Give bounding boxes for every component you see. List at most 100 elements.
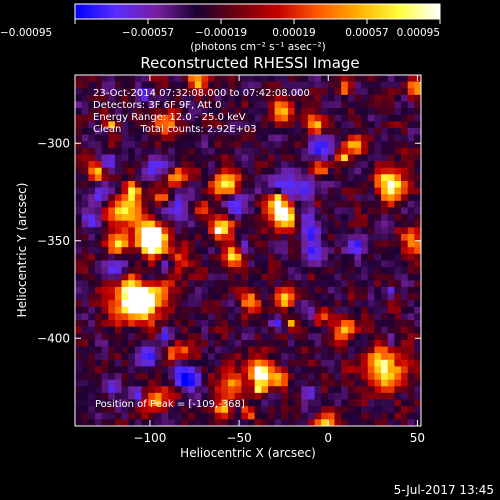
heatmap-cell [154, 273, 162, 281]
heatmap-cell [341, 127, 349, 135]
heatmap-cell [181, 88, 189, 96]
heatmap-cell [201, 101, 209, 109]
heatmap-cell [334, 359, 342, 367]
heatmap-cell [174, 114, 182, 122]
heatmap-cell [194, 339, 202, 347]
heatmap-cell [301, 194, 309, 202]
heatmap-cell [101, 392, 109, 400]
heatmap-cell [88, 154, 96, 162]
heatmap-cell [407, 200, 415, 208]
heatmap-cell [148, 286, 156, 294]
heatmap-cell [148, 180, 156, 188]
heatmap-cell [354, 121, 362, 129]
heatmap-cell [294, 253, 302, 261]
heatmap-cell [94, 108, 103, 116]
heatmap-cell [307, 121, 315, 129]
heatmap-cell [108, 81, 116, 89]
heatmap-cell [407, 379, 415, 387]
heatmap-cell [194, 293, 202, 301]
heatmap-cell [414, 214, 421, 222]
heatmap-cell [407, 167, 415, 175]
heatmap-cell [407, 260, 415, 268]
heatmap-cell [201, 121, 209, 129]
heatmap-cell [261, 141, 269, 149]
heatmap-cell [241, 207, 249, 215]
heatmap-cell [208, 300, 216, 308]
heatmap-cell [75, 240, 83, 248]
heatmap-cell [94, 366, 103, 374]
heatmap-cell [314, 399, 322, 407]
heatmap-cell [261, 127, 269, 135]
heatmap-cell [181, 300, 189, 308]
heatmap-cell [387, 75, 395, 83]
heatmap-cell [401, 214, 409, 222]
heatmap-cell [94, 134, 103, 142]
heatmap-cell [154, 220, 162, 228]
heatmap-cell [201, 392, 209, 400]
heatmap-cell [181, 127, 189, 135]
heatmap-cell [134, 227, 142, 235]
heatmap-cell [334, 313, 342, 321]
heatmap-cell [234, 227, 242, 235]
colorbar-tick-labels: −0.00095 −0.00057 −0.00019 0.00019 0.00057 0.… [0, 27, 440, 39]
heatmap-cell [281, 75, 289, 83]
heatmap-cell [321, 247, 329, 255]
heatmap-cell [94, 313, 103, 321]
heatmap-cell [394, 214, 402, 222]
heatmap-cell [208, 187, 216, 195]
heatmap-cell [248, 114, 256, 122]
heatmap-cell [414, 200, 421, 208]
heatmap-cell [387, 379, 395, 387]
heatmap-cell [221, 379, 229, 387]
heatmap-cell [88, 373, 96, 381]
heatmap-cell [128, 386, 136, 394]
heatmap-cell [228, 247, 236, 255]
heatmap-cell [181, 366, 189, 374]
heatmap-cell [401, 379, 409, 387]
heatmap-cell [281, 174, 289, 182]
heatmap-cell [381, 75, 389, 83]
heatmap-cell [314, 392, 322, 400]
heatmap-cell [108, 379, 116, 387]
heatmap-cell [168, 273, 176, 281]
heatmap-cell [174, 313, 182, 321]
heatmap-cell [301, 174, 309, 182]
heatmap-cell [201, 127, 209, 135]
heatmap-cell [374, 419, 382, 426]
heatmap-cell [141, 194, 149, 202]
heatmap-cell [294, 313, 302, 321]
heatmap-cell [294, 379, 302, 387]
heatmap-cell [321, 366, 329, 374]
heatmap-cell [141, 101, 149, 109]
heatmap-cell [161, 313, 169, 321]
heatmap-cell [134, 353, 142, 361]
heatmap-cell [414, 207, 421, 215]
heatmap-cell [267, 227, 276, 235]
heatmap-cell [394, 406, 402, 414]
heatmap-cell [367, 154, 375, 162]
heatmap-cell [361, 300, 369, 308]
heatmap-cell [321, 386, 329, 394]
heatmap-cell [128, 227, 136, 235]
heatmap-cell [208, 194, 216, 202]
heatmap-cell [101, 101, 109, 109]
heatmap-cell [301, 267, 309, 275]
heatmap-cell [367, 326, 375, 334]
heatmap-cell [128, 320, 136, 328]
heatmap-cell [281, 200, 289, 208]
heatmap-cell [221, 194, 229, 202]
heatmap-cell [274, 121, 282, 129]
heatmap-cell [88, 273, 96, 281]
heatmap-cell [88, 419, 96, 426]
heatmap-cell [194, 147, 202, 155]
heatmap-cell [361, 313, 369, 321]
heatmap-cell [281, 88, 289, 96]
heatmap-cell [181, 379, 189, 387]
heatmap-cell [161, 75, 169, 83]
heatmap-cell [414, 379, 421, 387]
heatmap-cell [241, 220, 249, 228]
heatmap-cell [361, 320, 369, 328]
heatmap-cell [221, 180, 229, 188]
heatmap-cell [294, 286, 302, 294]
heatmap-cell [334, 240, 342, 248]
